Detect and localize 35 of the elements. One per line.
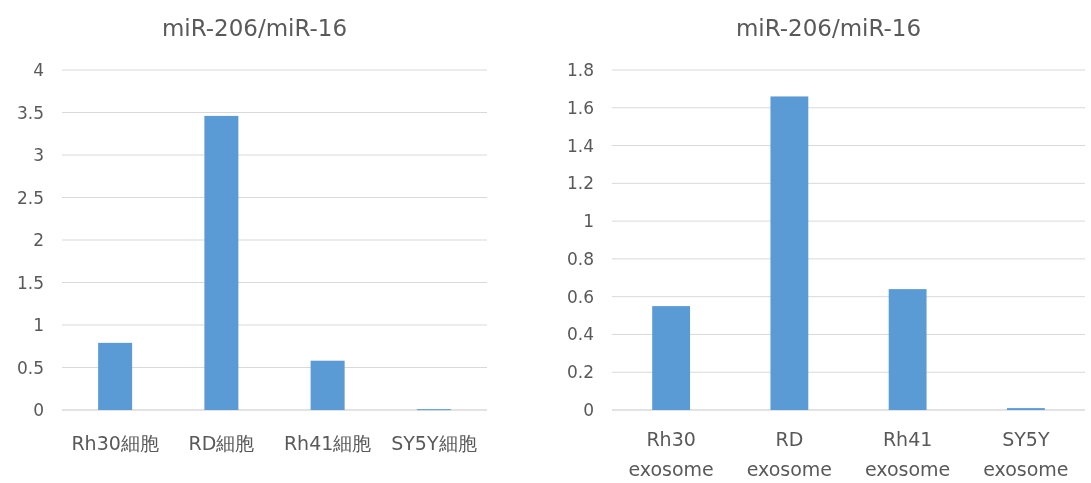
bar — [652, 306, 691, 410]
y-tick-label: 1.6 — [566, 97, 594, 118]
bar — [310, 360, 345, 410]
y-tick-label: 1.8 — [566, 60, 594, 80]
y-tick-label: 0.6 — [566, 286, 594, 307]
y-tick-label: 2.5 — [16, 187, 44, 208]
x-tick-label: RD細胞 — [188, 432, 255, 454]
y-tick-label: 4 — [33, 60, 44, 80]
bar — [98, 342, 133, 410]
x-tick-label: Rh30 exosome — [628, 428, 714, 480]
y-tick-label: 0 — [33, 400, 44, 420]
chart-title: miR-206/miR-16 — [735, 15, 922, 41]
y-tick-label: 0.4 — [566, 324, 594, 345]
y-tick-label: 2 — [33, 230, 44, 250]
y-tick-label: 3 — [33, 145, 44, 165]
y-tick-label: 0.8 — [566, 248, 594, 269]
x-tick-label: Rh41 exosome — [864, 428, 951, 480]
x-tick-label: SY5Y exosome — [983, 428, 1069, 480]
y-tick-label: 1 — [583, 211, 594, 232]
y-tick-label: 1 — [33, 315, 44, 335]
bar — [204, 115, 239, 410]
y-tick-label: 1.5 — [16, 272, 44, 293]
y-tick-label: 0.2 — [566, 362, 594, 383]
x-tick-label: RD exosome — [746, 428, 833, 480]
x-tick-label: Rh41細胞 — [283, 432, 372, 454]
y-tick-label: 0 — [583, 400, 594, 420]
chart-title: miR-206/miR-16 — [161, 15, 348, 41]
bar — [888, 289, 927, 410]
y-tick-label: 1.4 — [566, 135, 594, 156]
y-tick-label: 3.5 — [16, 102, 44, 123]
x-tick-label: Rh30細胞 — [71, 432, 159, 454]
x-tick-label: SY5Y細胞 — [391, 432, 477, 454]
y-tick-label: 0.5 — [16, 357, 44, 378]
bar — [770, 96, 809, 410]
y-tick-label: 1.2 — [566, 173, 594, 194]
